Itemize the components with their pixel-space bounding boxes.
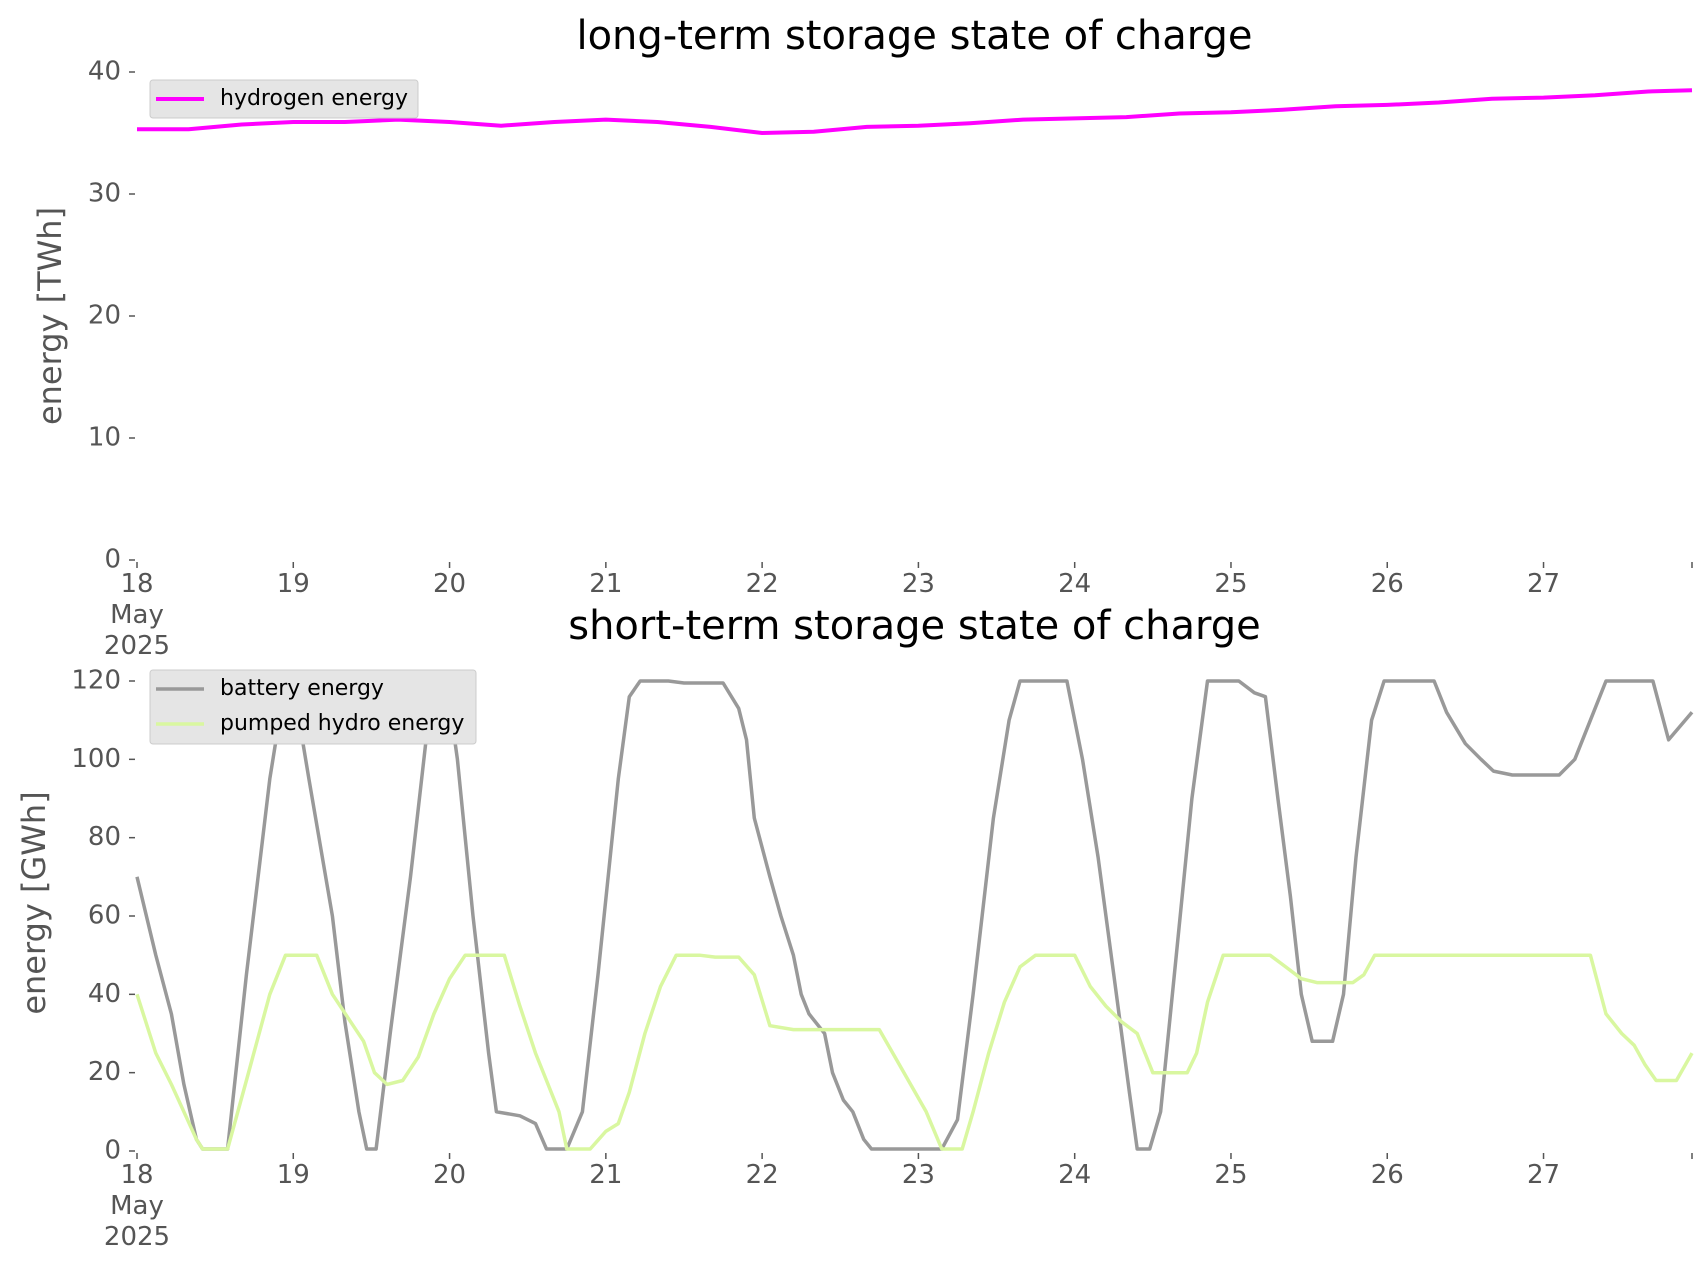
x-tick-label: 23	[902, 569, 935, 599]
x-tick-label-line: 2025	[104, 631, 170, 661]
x-tick-label: 19	[277, 1160, 310, 1190]
x-tick-label: 18 May 2025	[104, 1160, 170, 1252]
series-line	[135, 679, 1694, 1151]
x-tick-label-line: 27	[1527, 1160, 1560, 1190]
x-tick-label: 27	[1527, 1160, 1560, 1190]
x-tick-label: 18 May 2025	[104, 569, 170, 661]
x-tick-label: 22	[746, 1160, 779, 1190]
long-term-storage-chart: long-term storage state of charge energy …	[31, 13, 1693, 661]
x-tick-label: 25	[1214, 1160, 1247, 1190]
x-tick-label-line: 19	[277, 569, 310, 599]
x-tick-label-line: 24	[1058, 569, 1091, 599]
series-line	[137, 88, 1693, 135]
x-tick-label-line: 24	[1058, 1160, 1091, 1190]
y-tick-label: 80	[88, 822, 121, 852]
series-line	[135, 953, 1694, 1151]
x-tick-label-line: 26	[1371, 569, 1404, 599]
x-tick-label-line: 20	[433, 1160, 466, 1190]
legend-box	[149, 669, 477, 745]
x-tick-label-line: 23	[902, 569, 935, 599]
x-tick-label-line: 19	[277, 1160, 310, 1190]
y-tick-label: 20	[88, 1057, 121, 1087]
y-tick-label: 30	[88, 179, 121, 209]
y-axis-label: energy [TWh]	[31, 207, 69, 425]
x-tick-label: 19	[277, 569, 310, 599]
y-tick-label: 60	[88, 901, 121, 931]
x-tick-label: 24	[1058, 1160, 1091, 1190]
x-tick-label: 20	[433, 569, 466, 599]
x-tick-label: 27	[1527, 569, 1560, 599]
x-tick-label: 24	[1058, 569, 1091, 599]
x-tick-label-line: 2025	[104, 1222, 170, 1252]
x-tick-label: 20	[433, 1160, 466, 1190]
legend-box	[149, 79, 419, 119]
y-tick-label: 20	[88, 301, 121, 331]
short-term-storage-chart: short-term storage state of charge energy…	[15, 603, 1694, 1252]
x-tick-label-line: May	[110, 600, 164, 630]
x-tick-label-line: 27	[1527, 569, 1560, 599]
x-tick-label-line: 22	[746, 1160, 779, 1190]
legend-label: pumped hydro energy	[220, 711, 464, 736]
y-tick-label: 100	[71, 744, 121, 774]
x-tick-label-line: 21	[589, 569, 622, 599]
legend-label: hydrogen energy	[220, 86, 408, 111]
x-tick-label-line: 18	[120, 1160, 153, 1190]
x-tick-label: 21	[589, 1160, 622, 1190]
x-tick-label: 21	[589, 569, 622, 599]
y-tick-label: 0	[104, 1136, 121, 1166]
x-tick-label-line: 25	[1214, 1160, 1247, 1190]
x-tick-label: 22	[746, 569, 779, 599]
x-tick-label-line: 23	[902, 1160, 935, 1190]
x-tick-label: 26	[1371, 1160, 1404, 1190]
legend-label: battery energy	[220, 676, 384, 701]
x-tick-label-line: 25	[1214, 569, 1247, 599]
chart-title: short-term storage state of charge	[568, 603, 1261, 649]
y-tick-label: 40	[88, 57, 121, 87]
y-tick-label: 0	[104, 545, 121, 575]
x-tick-label-line: 26	[1371, 1160, 1404, 1190]
x-tick-label-line: May	[110, 1191, 164, 1221]
x-tick-label-line: 20	[433, 569, 466, 599]
x-tick-label-line: 18	[120, 569, 153, 599]
y-tick-label: 120	[71, 666, 121, 696]
chart-title: long-term storage state of charge	[576, 13, 1252, 59]
x-tick-label: 26	[1371, 569, 1404, 599]
y-tick-label: 40	[88, 979, 121, 1009]
y-tick-label: 10	[88, 423, 121, 453]
y-axis-label: energy [GWh]	[15, 791, 53, 1014]
x-tick-label-line: 22	[746, 569, 779, 599]
x-tick-label-line: 21	[589, 1160, 622, 1190]
x-tick-label: 25	[1214, 569, 1247, 599]
x-tick-label: 23	[902, 1160, 935, 1190]
